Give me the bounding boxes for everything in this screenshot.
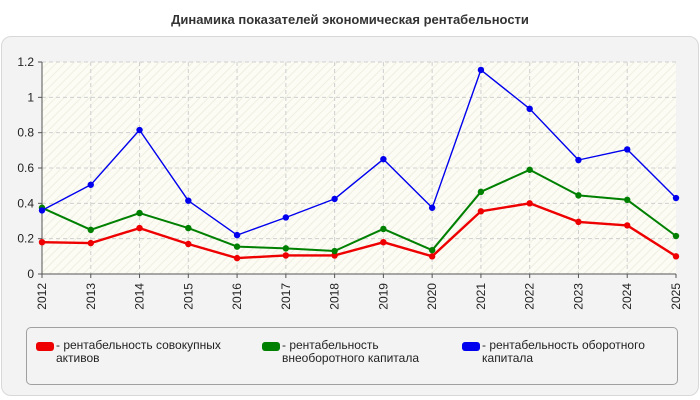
data-point-1 bbox=[38, 239, 46, 246]
data-point-1 bbox=[672, 253, 680, 260]
data-point-2 bbox=[672, 232, 680, 240]
y-tick-label: 0.8 bbox=[17, 126, 34, 140]
legend-item-noncurrent-capital: - рентабельность внеоборотного капитала bbox=[262, 339, 457, 365]
data-point-1 bbox=[428, 253, 436, 260]
data-point-2 bbox=[233, 243, 241, 250]
x-tick-label: 2023 bbox=[571, 283, 585, 310]
x-tick-label: 2019 bbox=[376, 283, 390, 310]
data-point-1 bbox=[624, 222, 631, 229]
y-tick-label: 0.2 bbox=[17, 232, 34, 246]
data-point-2 bbox=[331, 247, 338, 255]
data-point-3 bbox=[526, 105, 533, 113]
data-point-3 bbox=[233, 231, 241, 239]
data-point-3 bbox=[87, 181, 94, 188]
series-line-1 bbox=[41, 202, 677, 260]
data-point-3 bbox=[624, 146, 631, 153]
x-tick-label: 2014 bbox=[133, 283, 147, 310]
data-point-3 bbox=[575, 156, 582, 164]
legend-swatch-red bbox=[36, 342, 54, 351]
data-point-1 bbox=[136, 224, 143, 232]
data-point-2 bbox=[282, 245, 290, 252]
data-point-2 bbox=[526, 166, 533, 173]
legend-label: - рентабельность совокупных активов bbox=[56, 338, 221, 365]
chart-title: Динамика показателей экономическая рента… bbox=[171, 12, 529, 27]
legend-item-total-assets: - рентабельность совокупных активов bbox=[36, 339, 246, 365]
data-point-2 bbox=[477, 188, 485, 196]
data-point-3 bbox=[38, 207, 46, 214]
x-tick-label: 2018 bbox=[328, 283, 342, 310]
data-point-1 bbox=[380, 239, 387, 246]
data-point-3 bbox=[331, 195, 338, 203]
legend-item-working-capital: - рентабельность оборотного капитала bbox=[462, 339, 672, 365]
data-point-3 bbox=[282, 214, 290, 221]
x-tick-label: 2012 bbox=[35, 283, 49, 310]
y-tick-label: 1 bbox=[27, 90, 34, 104]
data-point-1 bbox=[526, 200, 533, 207]
data-point-1 bbox=[233, 254, 241, 262]
x-tick-label: 2016 bbox=[230, 283, 244, 310]
data-point-1 bbox=[575, 218, 582, 226]
legend-swatch-blue bbox=[462, 342, 480, 351]
y-tick-label: 0 bbox=[27, 267, 34, 281]
y-tick-label: 0.6 bbox=[17, 161, 34, 175]
x-tick-label: 2025 bbox=[669, 283, 683, 310]
series-line-3 bbox=[41, 69, 677, 236]
legend: - рентабельность совокупных активов - ре… bbox=[26, 327, 678, 385]
data-point-2 bbox=[575, 192, 582, 199]
x-tick-label: 2017 bbox=[279, 283, 293, 310]
data-point-3 bbox=[136, 126, 143, 134]
data-point-2 bbox=[624, 196, 631, 203]
x-tick-label: 2013 bbox=[84, 283, 98, 310]
x-tick-label: 2015 bbox=[181, 283, 195, 310]
y-tick-label: 1.2 bbox=[17, 55, 34, 69]
data-point-2 bbox=[185, 224, 192, 232]
data-point-1 bbox=[87, 239, 94, 247]
data-point-2 bbox=[380, 225, 387, 233]
data-point-3 bbox=[185, 197, 192, 204]
data-point-3 bbox=[477, 66, 485, 74]
data-point-1 bbox=[282, 252, 290, 259]
data-point-2 bbox=[87, 226, 94, 234]
legend-label: - рентабельность внеоборотного капитала bbox=[282, 338, 419, 365]
x-tick-label: 2020 bbox=[425, 283, 439, 310]
data-point-2 bbox=[428, 246, 436, 254]
data-point-1 bbox=[331, 252, 338, 259]
data-point-3 bbox=[672, 194, 680, 202]
x-tick-label: 2021 bbox=[474, 283, 488, 310]
y-tick-label: 0.4 bbox=[17, 196, 34, 210]
data-point-1 bbox=[185, 240, 192, 248]
data-point-3 bbox=[428, 204, 436, 211]
data-point-1 bbox=[477, 208, 485, 215]
legend-label: - рентабельность оборотного капитала bbox=[482, 338, 645, 365]
x-tick-label: 2022 bbox=[523, 283, 537, 310]
data-point-2 bbox=[136, 209, 143, 217]
legend-swatch-green bbox=[262, 342, 280, 351]
data-point-3 bbox=[380, 155, 387, 163]
x-tick-label: 2024 bbox=[620, 283, 634, 310]
series-line-2 bbox=[41, 168, 677, 252]
